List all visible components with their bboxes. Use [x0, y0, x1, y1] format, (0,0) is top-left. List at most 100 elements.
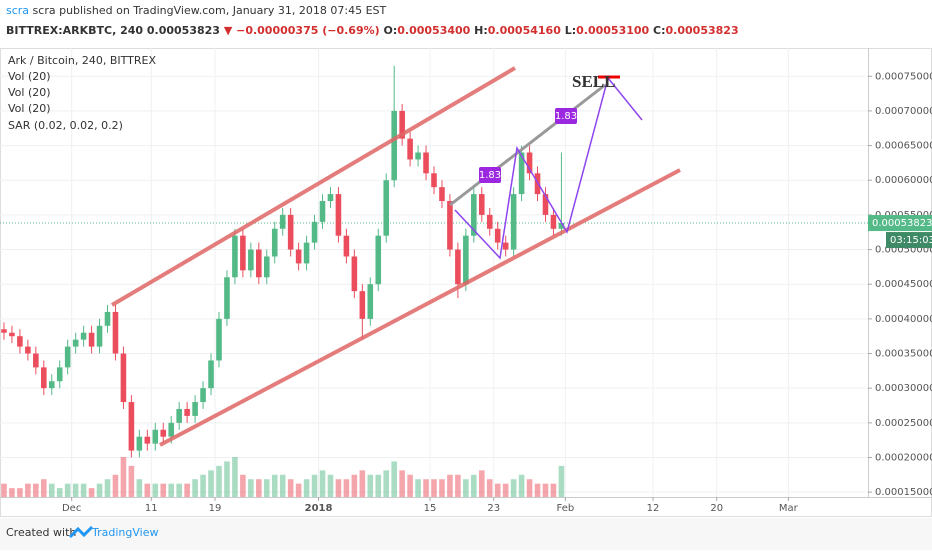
- volume-bar: [256, 479, 262, 497]
- volume-bar: [9, 488, 15, 497]
- candles: [1, 65, 565, 458]
- legend-item: Vol (20): [8, 70, 51, 83]
- candle-body: [48, 381, 55, 389]
- logo: [68, 525, 94, 539]
- ohlc-value: 0.00054160: [488, 24, 561, 37]
- candle-body: [168, 422, 174, 437]
- volume-bar: [471, 474, 477, 497]
- candle-body: [25, 346, 31, 354]
- y-tick-label: 0.00070000: [875, 106, 932, 117]
- axes: 0.00015000 0.00020000 0.00025000 0.00030000…: [62, 71, 932, 514]
- ohlc-value: 0.00053823: [666, 24, 739, 37]
- y-tick-label: 0.00025000: [875, 418, 932, 429]
- x-tick-label: 20: [710, 503, 723, 514]
- volume-bar: [96, 483, 103, 497]
- volume-bar: [248, 479, 254, 497]
- volume-bar: [526, 479, 533, 497]
- volume-bar: [200, 474, 206, 497]
- volume-bar: [518, 474, 525, 497]
- candle-body: [311, 221, 318, 243]
- candle-body: [184, 408, 190, 416]
- footer-brand[interactable]: TradingView: [91, 526, 158, 539]
- volume-bar: [327, 474, 334, 497]
- volume-bar: [279, 474, 286, 497]
- volume-bar: [192, 479, 198, 497]
- candle-body: [80, 332, 87, 340]
- candle-body: [176, 408, 182, 423]
- candle-body: [120, 353, 127, 403]
- volume-bar: [303, 479, 310, 497]
- candle-body: [319, 201, 326, 222]
- candle-body: [542, 194, 549, 215]
- volume-bar: [295, 483, 302, 497]
- channel-upper: [110, 66, 517, 307]
- volume-bar: [399, 470, 405, 497]
- candle-body: [526, 152, 533, 174]
- candle-body: [295, 249, 302, 264]
- candle-body: [224, 277, 230, 319]
- ohlc-label: L:: [565, 24, 576, 37]
- candle-body: [56, 367, 63, 382]
- candle-body: [423, 152, 429, 174]
- candle-body: [415, 152, 421, 160]
- candle-body: [463, 235, 469, 285]
- author: scra: [6, 4, 29, 17]
- candle-body: [41, 367, 47, 389]
- candle-body: [271, 228, 278, 257]
- candle-body: [200, 388, 206, 403]
- volume-bar: [534, 483, 541, 497]
- candle-body: [391, 110, 397, 181]
- x-tick-label: 11: [145, 503, 158, 514]
- volume-bar: [455, 474, 461, 497]
- volume-bar: [72, 483, 79, 497]
- candle-body: [216, 318, 222, 361]
- legend-item: Vol (20): [8, 86, 51, 99]
- candle-body: [431, 173, 437, 188]
- ohlc-value: 0.00053100: [576, 24, 649, 37]
- candle-body: [439, 187, 445, 202]
- candle-body: [375, 235, 382, 285]
- volume-bar: [33, 483, 39, 497]
- volume-bar: [359, 470, 366, 497]
- annotation: 1.83: [555, 111, 577, 122]
- x-tick-label: 19: [209, 503, 222, 514]
- volume-bar: [558, 465, 565, 497]
- volume-bar: [224, 461, 230, 497]
- volume-bar: [1, 483, 7, 497]
- volume-bar: [335, 479, 342, 497]
- volume-bar: [136, 479, 143, 497]
- x-tick-label: Mar: [779, 503, 799, 514]
- y-tick-label: 0.00040000: [875, 314, 932, 325]
- candle-body: [478, 194, 485, 215]
- x-tick-label: Dec: [62, 503, 81, 514]
- volume-bar: [64, 483, 71, 497]
- countdown-box: [886, 232, 932, 249]
- legend-item: Vol (20): [8, 102, 51, 115]
- volume-bar: [41, 479, 47, 497]
- candle-body: [88, 332, 95, 347]
- label-box: [479, 167, 501, 183]
- candle-body: [518, 152, 525, 195]
- volume-bar: [25, 483, 31, 497]
- candle-body: [96, 325, 103, 347]
- candle-body: [33, 353, 39, 368]
- published: scra published on TradingView.com, Janua…: [33, 4, 387, 17]
- wedge-line: [449, 83, 606, 207]
- candle-body: [471, 194, 477, 236]
- x-tick-label: Feb: [557, 503, 575, 514]
- candle-body: [64, 346, 71, 368]
- candle-body: [502, 242, 509, 250]
- volume-bar: [80, 483, 87, 497]
- candle-body: [104, 311, 111, 326]
- ohlc-value: 0.00053400: [397, 24, 470, 37]
- volume-bar: [550, 483, 557, 497]
- symbol: BITTREX:ARKBTC, 240: [6, 24, 143, 37]
- volume-bar: [447, 474, 453, 497]
- candle-body: [383, 180, 390, 236]
- volume-bar: [502, 483, 509, 497]
- candle-body: [510, 194, 517, 250]
- y-tick-label: 0.00060000: [875, 175, 932, 186]
- volume-bar: [367, 474, 374, 497]
- volume-bar: [542, 483, 549, 497]
- volume-bar: [208, 470, 214, 497]
